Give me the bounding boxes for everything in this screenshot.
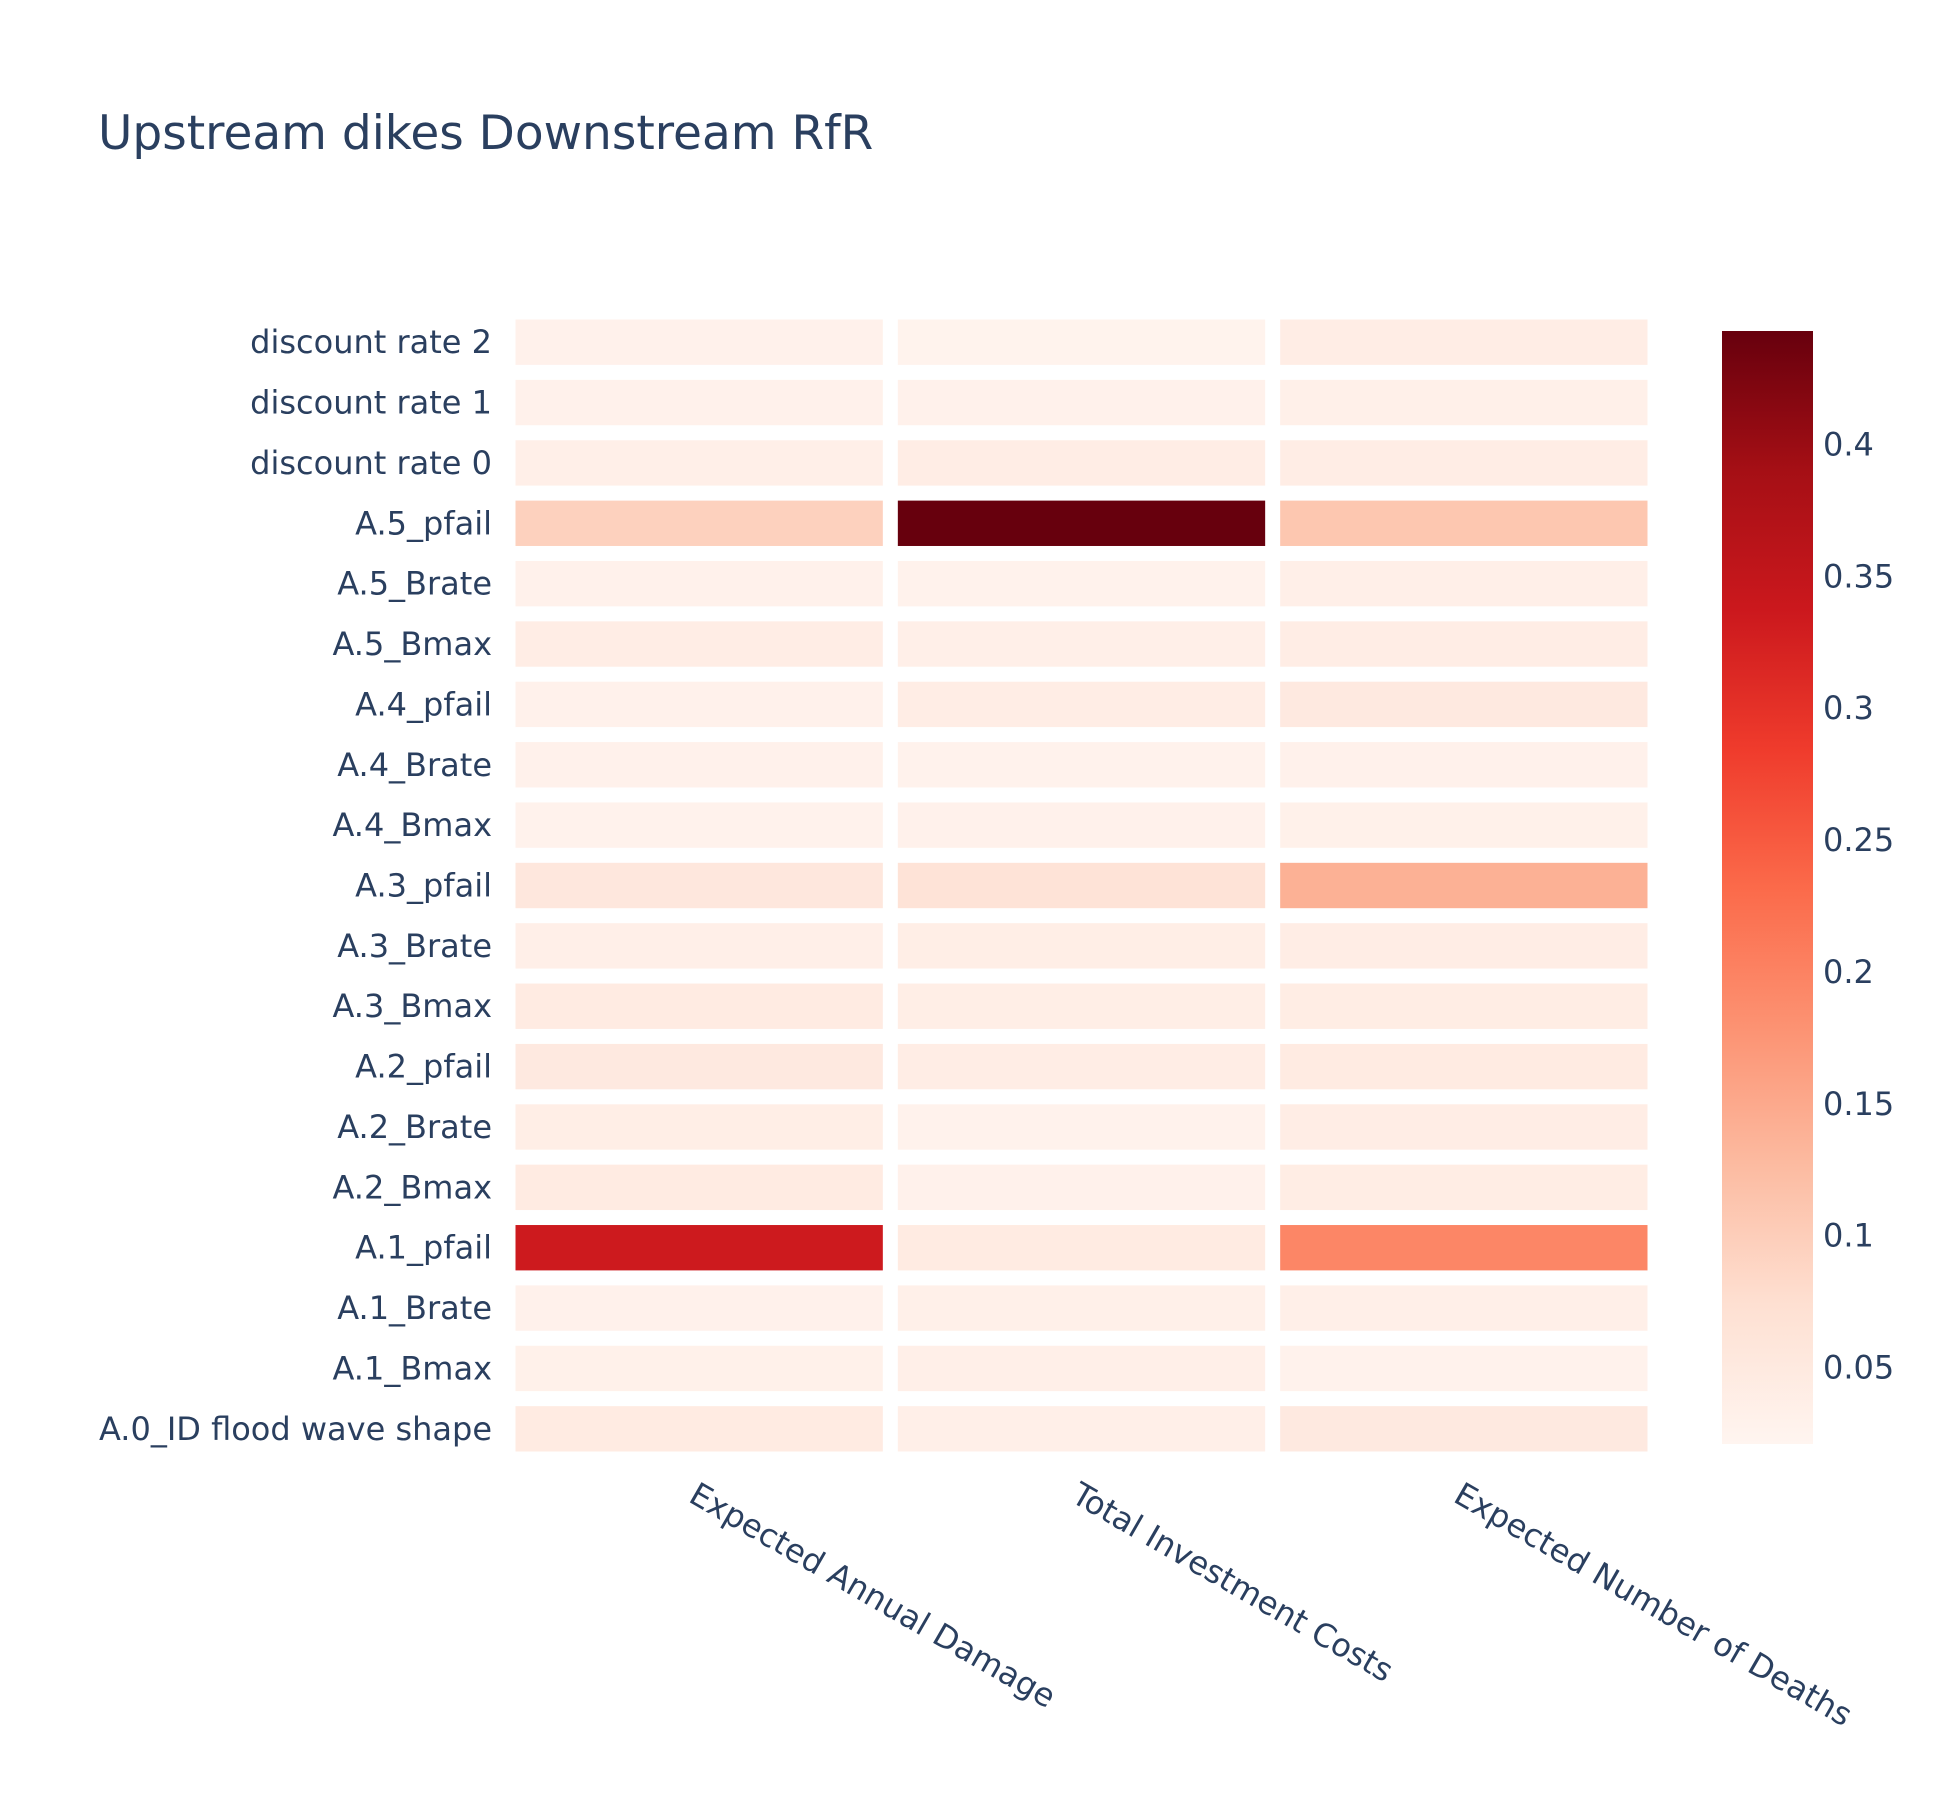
heatmap-cell-a-2-pfail-total-investment-costs	[897, 1043, 1266, 1090]
colorbar-tick-label-0-4: 0.4	[1823, 425, 1874, 463]
heatmap-cell-a-4-pfail-expected-number-of-deaths	[1280, 681, 1648, 728]
heatmap-cell-a-1-pfail-total-investment-costs	[897, 1225, 1266, 1271]
y-tick-label-a-5-brate: A.5_Brate	[337, 565, 492, 603]
heatmap-cell-a-3-pfail-expected-number-of-deaths	[1280, 862, 1648, 909]
y-tick-label-a-2-pfail: A.2_pfail	[355, 1048, 492, 1086]
colorbar-tick-label-0-3: 0.3	[1823, 689, 1874, 727]
heatmap-cell-a-5-bmax-expected-annual-damage	[515, 621, 883, 667]
heatmap-cell-a-3-pfail-total-investment-costs	[897, 862, 1266, 909]
heatmap-cell-a-2-pfail-expected-annual-damage	[515, 1043, 883, 1090]
heatmap-cell-a-5-bmax-expected-number-of-deaths	[1280, 621, 1648, 667]
x-axis-tick-labels: Expected Annual Damage Total Investment C…	[683, 1474, 1859, 1734]
y-tick-label-a-4-brate: A.4_Brate	[337, 746, 492, 784]
heatmap-cell-a-4-bmax-total-investment-costs	[897, 802, 1266, 848]
y-tick-label-a-1-bmax: A.1_Bmax	[332, 1349, 492, 1387]
y-tick-label-a-3-pfail: A.3_pfail	[355, 867, 492, 905]
heatmap-cell-a-2-bmax-expected-annual-damage	[515, 1164, 883, 1211]
colorbar-tick-label-0-05: 0.05	[1823, 1349, 1894, 1387]
heatmap-cell-a-3-brate-expected-annual-damage	[515, 923, 883, 969]
heatmap-cell-a-1-brate-expected-annual-damage	[515, 1285, 883, 1331]
x-tick-label-expected-number-of-deaths: Expected Number of Deaths	[1448, 1475, 1859, 1734]
y-tick-label-a-2-brate: A.2_Brate	[337, 1108, 492, 1146]
y-tick-label-a-1-brate: A.1_Brate	[337, 1289, 492, 1327]
heatmap-cell-a-3-bmax-total-investment-costs	[897, 983, 1266, 1029]
colorbar-tick-label-0-35: 0.35	[1823, 557, 1894, 595]
heatmap-cell-a-5-brate-expected-number-of-deaths	[1280, 560, 1648, 607]
heatmap-cell-discount-rate-1-total-investment-costs	[897, 379, 1266, 426]
y-tick-label-discount-rate-0: discount rate 0	[250, 444, 492, 482]
heatmap-cell-a-3-brate-expected-number-of-deaths	[1280, 923, 1648, 969]
y-axis-tick-labels: A.0_ID flood wave shape A.1_Bmax A.1_Brate…	[99, 323, 492, 1448]
heatmap-cell-discount-rate-2-total-investment-costs	[897, 319, 1266, 365]
heatmap-cell-discount-rate-2-expected-annual-damage	[515, 319, 883, 365]
heatmap-cell-discount-rate-0-expected-annual-damage	[515, 440, 883, 486]
chart-title: Upstream dikes Downstream RfR	[98, 106, 873, 161]
heatmap-cell-a-2-brate-expected-annual-damage	[515, 1104, 883, 1150]
heatmap-cell-a-4-pfail-expected-annual-damage	[515, 681, 883, 728]
heatmap-cell-a-0-id-flood-wave-shape-total-investment-costs	[897, 1406, 1266, 1452]
heatmap-cell-a-4-brate-total-investment-costs	[897, 742, 1266, 788]
heatmap-cell-a-5-brate-expected-annual-damage	[515, 560, 883, 607]
heatmap-cell-a-1-bmax-expected-number-of-deaths	[1280, 1345, 1648, 1392]
y-tick-label-a-4-bmax: A.4_Bmax	[332, 806, 492, 844]
heatmap-cell-a-3-pfail-expected-annual-damage	[515, 862, 883, 909]
heatmap-cell-a-1-brate-expected-number-of-deaths	[1280, 1285, 1648, 1331]
heatmap-cell-a-1-bmax-expected-annual-damage	[515, 1345, 883, 1392]
heatmap-cell-a-2-bmax-total-investment-costs	[897, 1164, 1266, 1211]
heatmap-cell-a-5-bmax-total-investment-costs	[897, 621, 1266, 667]
heatmap-cell-a-0-id-flood-wave-shape-expected-annual-damage	[515, 1406, 883, 1452]
heatmap-cell-a-1-brate-total-investment-costs	[897, 1285, 1266, 1331]
heatmap-cell-a-2-pfail-expected-number-of-deaths	[1280, 1043, 1648, 1090]
y-tick-label-a-5-bmax: A.5_Bmax	[332, 625, 492, 663]
heatmap-cell-a-3-bmax-expected-number-of-deaths	[1280, 983, 1648, 1029]
y-tick-label-a-0-id-flood-wave-shape: A.0_ID flood wave shape	[99, 1410, 492, 1448]
heatmap-cell-a-2-bmax-expected-number-of-deaths	[1280, 1164, 1648, 1211]
y-tick-label-discount-rate-2: discount rate 2	[250, 323, 492, 361]
y-tick-label-a-3-bmax: A.3_Bmax	[332, 987, 492, 1025]
heatmap-cell-discount-rate-0-total-investment-costs	[897, 440, 1266, 486]
colorbar-tick-label-0-25: 0.25	[1823, 821, 1894, 859]
heatmap-cell-a-0-id-flood-wave-shape-expected-number-of-deaths	[1280, 1406, 1648, 1452]
heatmap-cells	[515, 319, 1648, 1452]
y-tick-label-discount-rate-1: discount rate 1	[250, 384, 492, 422]
x-tick-label-expected-annual-damage: Expected Annual Damage	[683, 1475, 1062, 1716]
heatmap-cell-a-1-bmax-total-investment-costs	[897, 1345, 1266, 1392]
heatmap-cell-a-4-pfail-total-investment-costs	[897, 681, 1266, 728]
colorbar-tick-label-0-1: 0.1	[1823, 1217, 1874, 1255]
heatmap-cell-a-5-pfail-expected-annual-damage	[515, 500, 883, 546]
heatmap-cell-a-4-brate-expected-annual-damage	[515, 742, 883, 788]
x-tick-label-total-investment-costs: Total Investment Costs	[1065, 1474, 1400, 1689]
colorbar-gradient	[1722, 331, 1813, 1444]
heatmap-cell-a-1-pfail-expected-annual-damage	[515, 1225, 883, 1271]
colorbar-tick-label-0-15: 0.15	[1823, 1085, 1894, 1123]
colorbar-tick-label-0-2: 0.2	[1823, 953, 1874, 991]
colorbar: 0.05 0.1 0.15 0.2 0.25 0.3 0.35 0.4	[1722, 331, 1894, 1444]
heatmap-cell-discount-rate-1-expected-annual-damage	[515, 379, 883, 426]
y-tick-label-a-1-pfail: A.1_pfail	[355, 1229, 492, 1267]
y-tick-label-a-5-pfail: A.5_pfail	[355, 504, 492, 542]
heatmap-cell-a-5-brate-total-investment-costs	[897, 560, 1266, 607]
heatmap-cell-a-3-bmax-expected-annual-damage	[515, 983, 883, 1029]
heatmap-cell-discount-rate-2-expected-number-of-deaths	[1280, 319, 1648, 365]
heatmap-cell-a-4-bmax-expected-annual-damage	[515, 802, 883, 848]
heatmap-cell-a-4-bmax-expected-number-of-deaths	[1280, 802, 1648, 848]
heatmap-cell-discount-rate-1-expected-number-of-deaths	[1280, 379, 1648, 426]
y-tick-label-a-4-pfail: A.4_pfail	[355, 685, 492, 723]
heatmap-cell-a-4-brate-expected-number-of-deaths	[1280, 742, 1648, 788]
heatmap-cell-a-5-pfail-total-investment-costs	[897, 500, 1266, 546]
y-tick-label-a-3-brate: A.3_Brate	[337, 927, 492, 965]
heatmap-cell-a-1-pfail-expected-number-of-deaths	[1280, 1225, 1648, 1271]
heatmap-cell-a-2-brate-expected-number-of-deaths	[1280, 1104, 1648, 1150]
y-tick-label-a-2-bmax: A.2_Bmax	[332, 1168, 492, 1206]
heatmap-cell-a-2-brate-total-investment-costs	[897, 1104, 1266, 1150]
heatmap-cell-a-3-brate-total-investment-costs	[897, 923, 1266, 969]
heatmap-cell-a-5-pfail-expected-number-of-deaths	[1280, 500, 1648, 546]
heatmap-cell-discount-rate-0-expected-number-of-deaths	[1280, 440, 1648, 486]
